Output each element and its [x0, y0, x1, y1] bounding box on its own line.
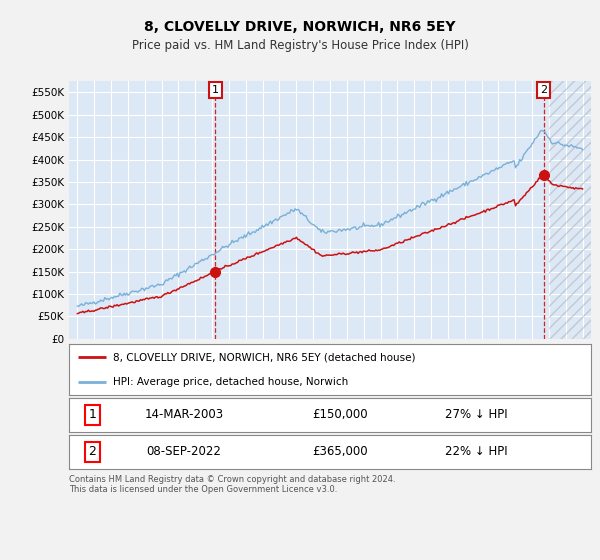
Text: 14-MAR-2003: 14-MAR-2003: [144, 408, 223, 422]
Text: 2: 2: [540, 85, 547, 95]
Text: 08-SEP-2022: 08-SEP-2022: [146, 445, 221, 459]
Text: 22% ↓ HPI: 22% ↓ HPI: [445, 445, 508, 459]
Text: 2: 2: [89, 445, 97, 459]
Text: 1: 1: [212, 85, 219, 95]
Text: £150,000: £150,000: [313, 408, 368, 422]
Text: 8, CLOVELLY DRIVE, NORWICH, NR6 5EY (detached house): 8, CLOVELLY DRIVE, NORWICH, NR6 5EY (det…: [113, 352, 416, 362]
Text: 1: 1: [89, 408, 97, 422]
Text: 8, CLOVELLY DRIVE, NORWICH, NR6 5EY: 8, CLOVELLY DRIVE, NORWICH, NR6 5EY: [144, 20, 456, 34]
Text: Contains HM Land Registry data © Crown copyright and database right 2024.
This d: Contains HM Land Registry data © Crown c…: [69, 475, 395, 494]
Text: 27% ↓ HPI: 27% ↓ HPI: [445, 408, 508, 422]
Text: Price paid vs. HM Land Registry's House Price Index (HPI): Price paid vs. HM Land Registry's House …: [131, 39, 469, 52]
Text: £365,000: £365,000: [313, 445, 368, 459]
Text: HPI: Average price, detached house, Norwich: HPI: Average price, detached house, Norw…: [113, 377, 349, 387]
